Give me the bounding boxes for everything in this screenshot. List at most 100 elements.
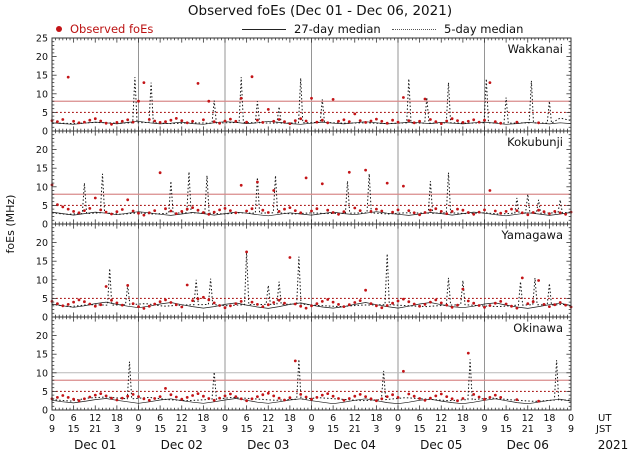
observed-point bbox=[191, 394, 195, 397]
observed-point bbox=[358, 119, 362, 122]
observed-point bbox=[353, 301, 357, 304]
y-tick-label: 10 bbox=[36, 89, 48, 100]
observed-point bbox=[423, 211, 427, 214]
observed-point bbox=[283, 207, 286, 211]
observed-point bbox=[493, 120, 497, 124]
observed-point bbox=[234, 302, 238, 305]
jst-tick-label: 3 bbox=[287, 424, 293, 435]
observed-point bbox=[310, 304, 313, 308]
observed-point bbox=[66, 396, 70, 399]
jst-tick-label: 15 bbox=[241, 424, 253, 435]
observed-point bbox=[488, 304, 492, 307]
observed-point bbox=[331, 394, 335, 398]
observed-point bbox=[191, 119, 195, 123]
observed-point bbox=[375, 399, 378, 403]
observed-point bbox=[493, 209, 497, 213]
observed-point bbox=[358, 299, 362, 302]
observed-point bbox=[418, 304, 421, 308]
observed-point bbox=[385, 181, 389, 185]
observed-point bbox=[488, 396, 492, 399]
jst-tick-label: 3 bbox=[373, 424, 379, 435]
observed-point bbox=[380, 119, 384, 123]
ut-tick-label: 12 bbox=[176, 413, 188, 424]
observed-point bbox=[88, 118, 92, 122]
observed-point bbox=[169, 209, 173, 213]
observed-point bbox=[385, 121, 389, 125]
observed-point bbox=[110, 122, 113, 126]
observed-point bbox=[445, 119, 449, 123]
observed-point bbox=[83, 300, 86, 304]
observed-point bbox=[256, 395, 259, 398]
y-tick-label: 20 bbox=[36, 145, 48, 156]
ut-tick-label: 18 bbox=[543, 413, 555, 424]
observed-point bbox=[402, 297, 405, 301]
y-tick-label: 5 bbox=[42, 108, 48, 119]
observed-point bbox=[93, 304, 97, 308]
observed-point bbox=[169, 118, 173, 122]
ut-tick-label: 0 bbox=[308, 413, 314, 424]
jst-tick-label: 15 bbox=[327, 424, 339, 435]
observed-point bbox=[110, 298, 113, 302]
observed-point bbox=[66, 75, 70, 79]
observed-point bbox=[288, 122, 292, 125]
jst-tick-label: 9 bbox=[481, 424, 487, 435]
jst-tick-label: 3 bbox=[546, 424, 552, 435]
jst-tick-label: 3 bbox=[460, 424, 466, 435]
observed-point bbox=[434, 207, 438, 211]
observed-point bbox=[407, 209, 411, 213]
y-tick-label: 20 bbox=[36, 238, 48, 249]
observed-point bbox=[337, 212, 340, 216]
observed-point bbox=[293, 359, 297, 363]
ut-tick-label: 18 bbox=[111, 413, 123, 424]
y-tick-label: 0 bbox=[42, 127, 48, 138]
observed-point bbox=[137, 211, 140, 215]
observed-point bbox=[396, 299, 400, 303]
jst-tick-label: 9 bbox=[308, 424, 314, 435]
observed-point bbox=[77, 211, 81, 215]
observed-point bbox=[207, 99, 211, 103]
observed-point bbox=[104, 285, 108, 288]
observed-point bbox=[412, 394, 416, 398]
date-label: Dec 03 bbox=[247, 438, 289, 452]
observed-point bbox=[288, 256, 292, 259]
legend-observed-label: Observed foEs bbox=[70, 22, 154, 36]
observed-point bbox=[353, 206, 357, 210]
observed-point bbox=[261, 305, 265, 308]
observed-point bbox=[456, 303, 459, 307]
legend-observed: Observed foEs bbox=[56, 21, 153, 37]
observed-point bbox=[439, 392, 443, 396]
observed-point bbox=[558, 301, 562, 304]
observed-point bbox=[164, 120, 167, 124]
observed-point bbox=[553, 210, 557, 213]
observed-point bbox=[515, 120, 519, 124]
observed-point bbox=[548, 305, 551, 308]
observed-point bbox=[304, 395, 308, 399]
observed-point bbox=[126, 198, 130, 202]
observed-point bbox=[429, 300, 432, 304]
observed-point bbox=[245, 250, 249, 254]
observed-point bbox=[537, 208, 540, 212]
observed-point bbox=[196, 297, 200, 301]
observed-point bbox=[526, 302, 530, 305]
observed-point bbox=[191, 206, 195, 210]
observed-point bbox=[115, 121, 119, 124]
y-tick-label: 10 bbox=[36, 182, 48, 193]
chart-title: Observed foEs (Dec 01 - Dec 06, 2021) bbox=[187, 3, 453, 19]
observed-point bbox=[277, 396, 281, 400]
observed-point bbox=[402, 96, 405, 99]
observed-point bbox=[137, 99, 140, 103]
observed-point bbox=[272, 301, 276, 304]
observed-point bbox=[283, 120, 286, 124]
observed-point bbox=[320, 182, 324, 186]
observed-point bbox=[466, 119, 470, 123]
observed-point bbox=[515, 209, 519, 213]
observed-point bbox=[520, 276, 524, 280]
observed-point bbox=[450, 397, 454, 401]
observed-point bbox=[245, 399, 249, 403]
observed-point bbox=[293, 119, 297, 122]
y-tick-label: 20 bbox=[36, 52, 48, 63]
observed-point bbox=[531, 211, 535, 214]
observed-point bbox=[488, 81, 492, 84]
ut-tick-label: 18 bbox=[370, 413, 382, 424]
